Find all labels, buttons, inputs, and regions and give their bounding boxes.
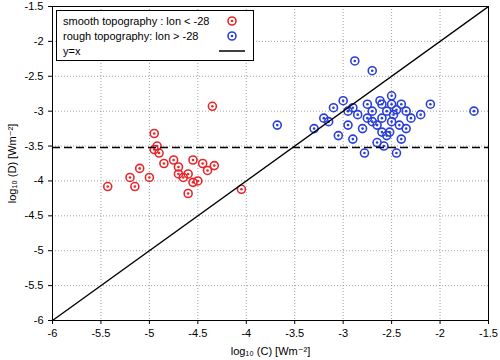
svg-text:-3.5: -3.5 xyxy=(25,140,44,152)
svg-text:-5: -5 xyxy=(34,244,44,256)
svg-text:-2.5: -2.5 xyxy=(382,327,401,339)
svg-text:-2.5: -2.5 xyxy=(25,70,44,82)
svg-text:-4.5: -4.5 xyxy=(25,209,44,221)
svg-text:-5.5: -5.5 xyxy=(91,327,110,339)
html-text:smooth topography : lon < -28: smooth topography : lon < -28 xyxy=(63,14,210,27)
html-text:rough topography: lon > -28: rough topography: lon > -28 xyxy=(63,29,199,42)
svg-text:-6: -6 xyxy=(34,314,44,326)
svg-text:-3.5: -3.5 xyxy=(285,327,304,339)
svg-text:-3: -3 xyxy=(338,327,348,339)
svg-text:-3: -3 xyxy=(34,105,44,117)
svg-text:-4: -4 xyxy=(241,327,251,339)
svg-text:-5: -5 xyxy=(144,327,154,339)
svg-text:-1.5: -1.5 xyxy=(25,0,44,12)
svg-text:-2: -2 xyxy=(435,327,445,339)
html-text:y=x: y=x xyxy=(63,44,81,57)
svg-text:-2: -2 xyxy=(34,35,44,47)
svg-text:-4: -4 xyxy=(34,174,44,186)
svg-text:-4.5: -4.5 xyxy=(188,327,207,339)
svg-text:-1.5: -1.5 xyxy=(479,327,498,339)
svg-text:log₁₀ (C) [Wm⁻²]: log₁₀ (C) [Wm⁻²] xyxy=(231,345,310,357)
svg-text:-5.5: -5.5 xyxy=(25,279,44,291)
svg-text:log₁₀ (D) [Wm⁻²]: log₁₀ (D) [Wm⁻²] xyxy=(6,124,18,203)
svg-text:-6: -6 xyxy=(48,327,58,339)
